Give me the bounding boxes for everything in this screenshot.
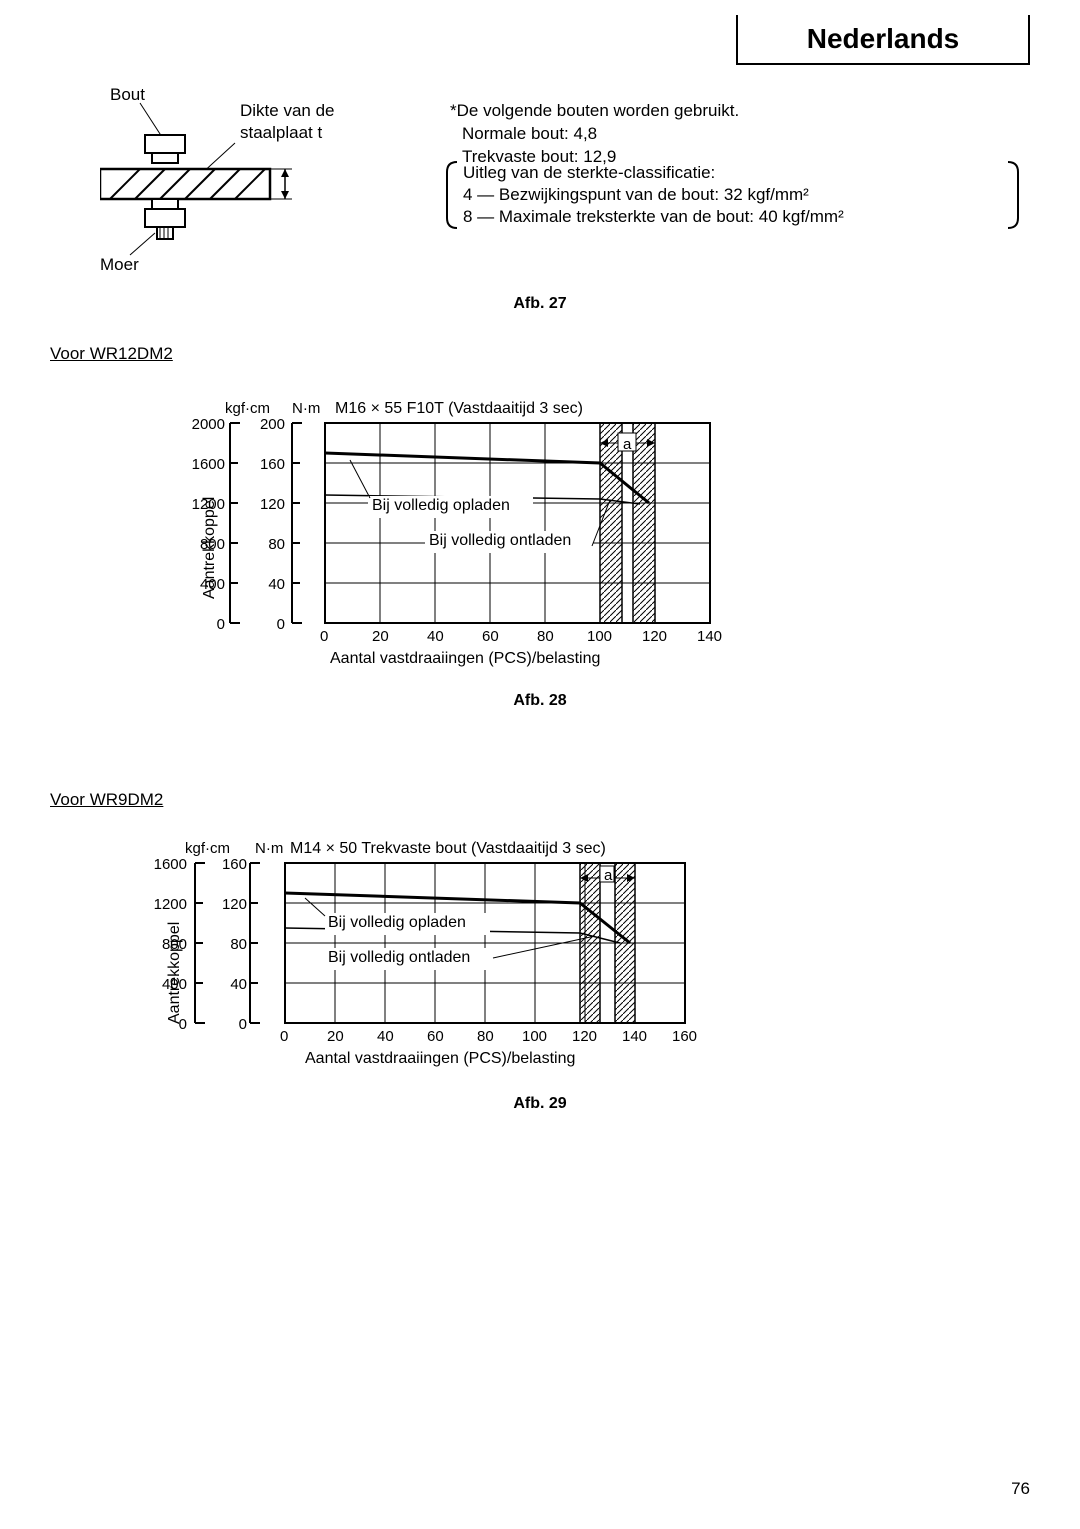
fig28-svg — [220, 418, 780, 688]
moer-label: Moer — [100, 255, 139, 275]
language-header: Nederlands — [736, 15, 1030, 65]
fig29-title: M14 × 50 Trekvaste bout (Vastdaaitijd 3 … — [290, 840, 606, 858]
fig29-unit-savenm: N·m — [255, 840, 283, 857]
fig28-unit-kgfcm: kgf·cm — [225, 400, 270, 417]
fig29-chart: kgf·cm N·m M14 × 50 Trekvaste bout (Vast… — [155, 840, 795, 1120]
fig29-caption: Afb. 29 — [0, 1095, 1080, 1113]
fig28-discharged-label: Bij volledig ontladen — [429, 532, 571, 550]
fig28-unit-nm: N·m — [292, 400, 320, 417]
fig28-caption: Afb. 28 — [0, 692, 1080, 710]
page-number: 76 — [1011, 1479, 1030, 1499]
fig28-chart: kgf·cm N·m M16 × 55 F10T (Vastdaaitijd 3… — [180, 400, 780, 710]
fig27-caption: Afb. 27 — [0, 295, 1080, 313]
fig29-a-label: a — [604, 867, 612, 884]
section1-title: Voor WR12DM2 — [50, 344, 173, 364]
fig28-charged-label: Bij volledig opladen — [372, 497, 510, 515]
fig27-notes: *De volgende bouten worden gebruikt. Nor… — [450, 100, 739, 169]
section2-title: Voor WR9DM2 — [50, 790, 163, 810]
fig29-charged-label: Bij volledig opladen — [328, 914, 466, 932]
fig28-xlabel: Aantal vastdraaiingen (PCS)/belasting — [330, 650, 600, 668]
fig29-xlabel: Aantal vastdraaiingen (PCS)/belasting — [305, 1050, 575, 1068]
fig28-a-label: a — [623, 436, 631, 453]
fig27-bracket: Uitleg van de sterkte-classificatie: 4 —… — [445, 160, 1020, 225]
fig27-section: Bout Dikte van destaalplaat t Moer — [100, 85, 1020, 285]
fig28-title: M16 × 55 F10T (Vastdaaitijd 3 sec) — [335, 400, 583, 418]
fig29-discharged-label: Bij volledig ontladen — [328, 949, 470, 967]
fig29-unit-kgfcm: kgf·cm — [185, 840, 230, 857]
